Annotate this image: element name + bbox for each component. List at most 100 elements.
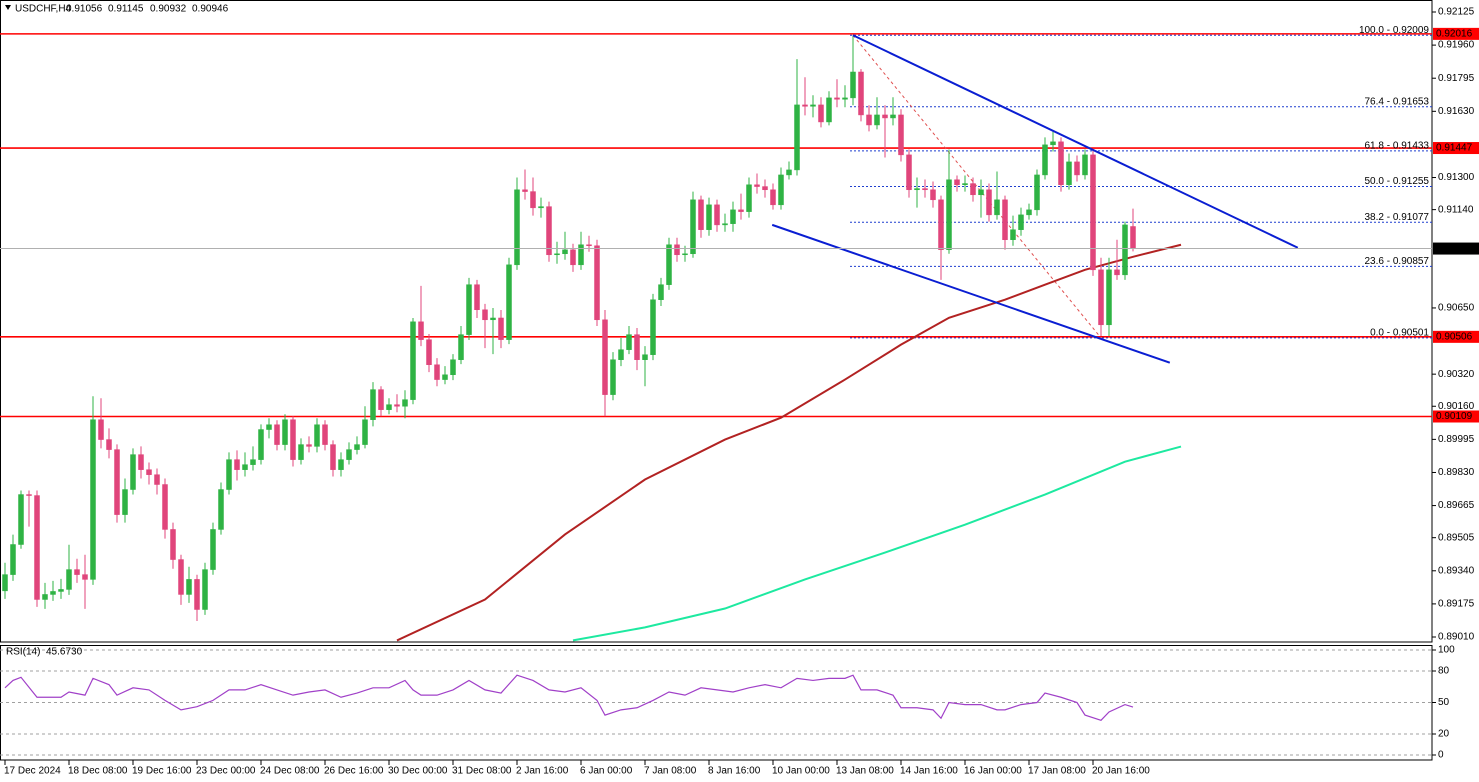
fib-label: 0.0 - 0.90501	[1370, 327, 1429, 338]
candle-body	[866, 114, 872, 126]
y-tick-label: 20	[1438, 729, 1450, 740]
candle-body	[1010, 229, 1016, 240]
candle-body	[34, 495, 40, 600]
trend-line	[771, 223, 1171, 364]
candle-body	[850, 71, 856, 99]
level-label-box	[1433, 27, 1479, 40]
candle-body	[2, 574, 8, 592]
candle-body	[162, 484, 168, 530]
candle-body	[578, 244, 584, 266]
candle-body	[570, 249, 576, 266]
y-tick-label: 0.90160	[1438, 401, 1475, 412]
candle-body	[594, 245, 600, 321]
candle-body	[314, 424, 320, 447]
candle-body	[826, 97, 832, 123]
candle-body	[490, 317, 496, 321]
candle-body	[362, 419, 368, 445]
candle-body	[130, 454, 136, 490]
candle-body	[1122, 224, 1128, 276]
candle-body	[170, 529, 176, 560]
level-label: 0.90506	[1436, 331, 1473, 342]
candle-body	[1082, 154, 1088, 176]
candle-body	[810, 104, 816, 107]
moving-average	[572, 445, 1182, 642]
header: USDCHF,H4 0.91056 0.91145 0.90932 0.9094…	[5, 4, 229, 15]
y-tick-label: 0	[1438, 750, 1444, 761]
candle-body	[194, 579, 200, 610]
candle-body	[1130, 226, 1136, 249]
candle-body	[714, 204, 720, 226]
candle-body	[1002, 199, 1008, 240]
candle-body	[338, 459, 344, 470]
candle-body	[418, 321, 424, 340]
candle-body	[138, 454, 144, 470]
level-label-box	[1433, 142, 1479, 155]
candle-body	[1058, 141, 1064, 186]
symbol: USDCHF,H4	[15, 4, 72, 15]
candle-body	[322, 424, 328, 445]
candle-body	[378, 389, 384, 410]
candle-body	[122, 489, 128, 515]
candle-body	[82, 574, 88, 580]
y-tick-label: 0.91630	[1438, 106, 1475, 117]
y-tick-label: 0.92125	[1438, 7, 1475, 18]
candle-body	[978, 189, 984, 196]
y-tick-label: 0.91960	[1438, 40, 1475, 51]
candle-body	[858, 71, 864, 116]
candle-body	[674, 244, 680, 256]
candle-body	[474, 284, 480, 311]
x-tick-label: 17 Jan 08:00	[1028, 766, 1086, 777]
candle-body	[986, 189, 992, 216]
x-tick-label: 14 Jan 16:00	[900, 766, 958, 777]
x-tick-label: 23 Dec 00:00	[196, 766, 256, 777]
candle-body	[66, 569, 72, 590]
candle-body	[554, 253, 560, 256]
x-tick-label: 6 Jan 00:00	[580, 766, 633, 777]
candle-body	[1090, 154, 1096, 271]
y-tick-label: 0.89340	[1438, 565, 1475, 576]
fib-label: 100.0 - 0.92009	[1359, 25, 1429, 36]
candle-body	[498, 317, 504, 340]
candle-body	[58, 589, 64, 592]
candle-body	[522, 189, 528, 192]
y-tick-label: 0.89665	[1438, 500, 1475, 511]
candle-body	[586, 244, 592, 246]
candle-body	[506, 264, 512, 340]
x-tick-label: 18 Dec 08:00	[68, 766, 128, 777]
candle-body	[994, 199, 1000, 216]
x-tick-label: 24 Dec 08:00	[260, 766, 320, 777]
candle-body	[842, 97, 848, 100]
candle-body	[658, 284, 664, 300]
x-tick-label: 8 Jan 16:00	[708, 766, 761, 777]
candle-body	[50, 591, 56, 595]
fib-label: 38.2 - 0.91077	[1365, 212, 1430, 223]
candle-body	[98, 419, 104, 440]
candle-body	[786, 169, 792, 176]
moving-average	[396, 243, 1182, 642]
y-tick-label: 0.91300	[1438, 172, 1475, 183]
candle-body	[466, 284, 472, 335]
candle-body	[746, 184, 752, 212]
candle-body	[890, 114, 896, 119]
candle-body	[106, 439, 112, 450]
x-tick-label: 20 Jan 16:00	[1092, 766, 1150, 777]
candle-body	[370, 389, 376, 420]
x-tick-label: 13 Jan 08:00	[836, 766, 894, 777]
candle-body	[202, 569, 208, 610]
level-label: 0.91447	[1436, 143, 1473, 154]
candle-body	[690, 199, 696, 255]
current-price-label: 0.90946	[1436, 243, 1473, 254]
candle-body	[42, 594, 48, 600]
fib-label: 76.4 - 0.91653	[1365, 96, 1430, 107]
time-axis: 17 Dec 2024 18 Dec 08:00 19 Dec 16:00 23 De…	[4, 760, 1150, 777]
candle-body	[906, 154, 912, 191]
price-panel-border	[0, 0, 1433, 643]
candle-body	[330, 444, 336, 470]
candle-body	[234, 459, 240, 470]
candle-body	[922, 188, 928, 191]
candle-body	[290, 419, 296, 460]
candle-body	[18, 494, 24, 545]
price-axis: 0.92125 0.91960 0.91795 0.91630 0.91300 0.911…	[1432, 7, 1479, 643]
header-arrow	[5, 5, 11, 10]
